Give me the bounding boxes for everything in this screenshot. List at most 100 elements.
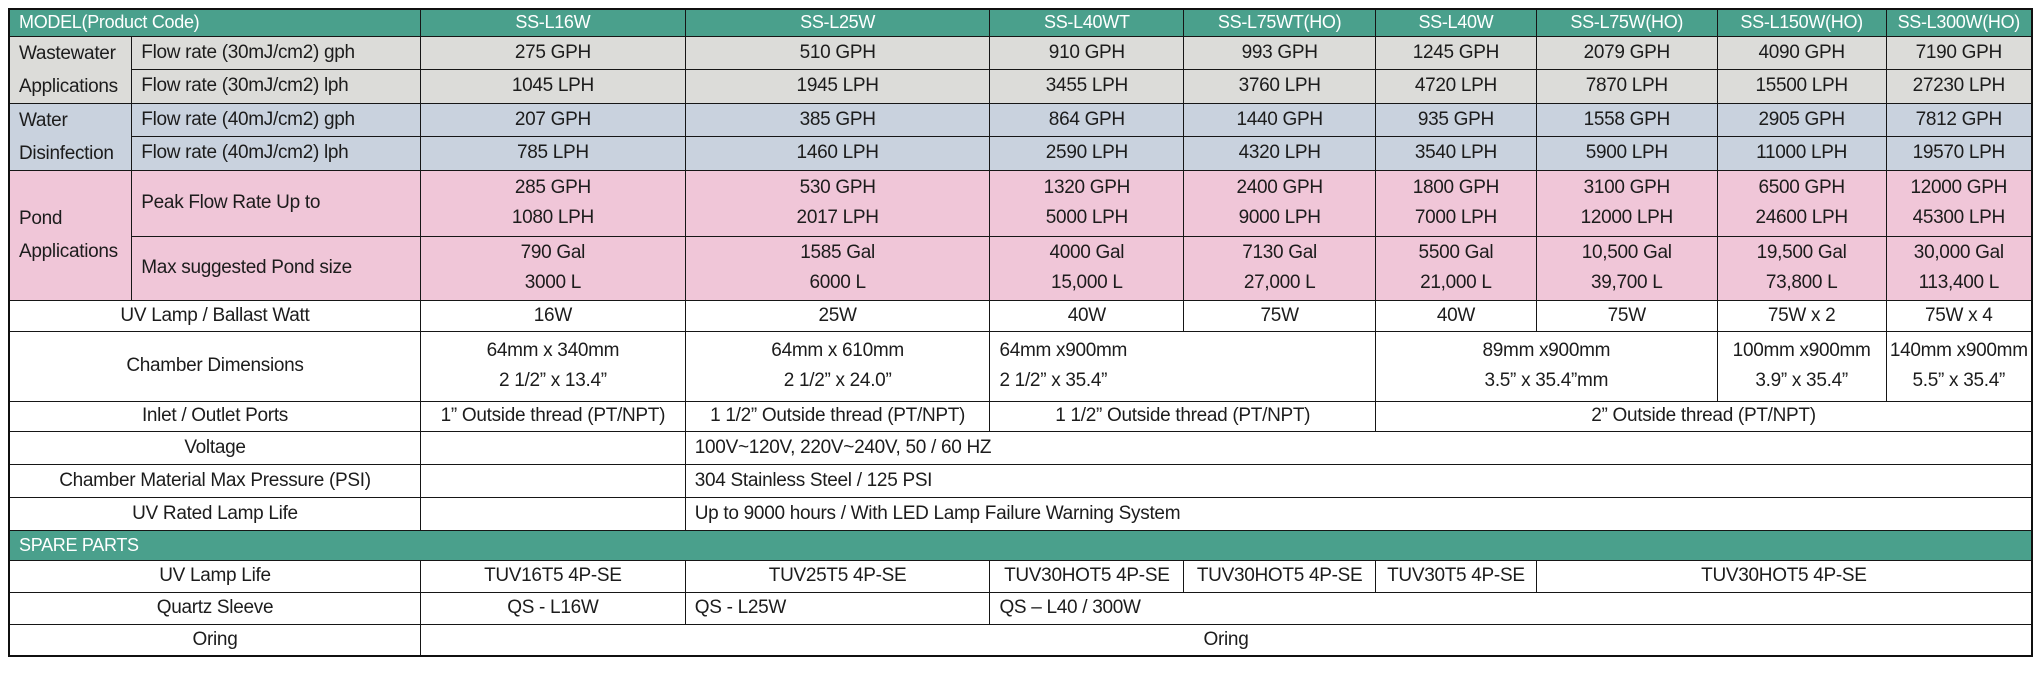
port-cell: 1 1/2” Outside thread (PT/NPT) (684, 400, 991, 432)
peak-flow-cell: 12000 GPH 45300 LPH (1885, 169, 2033, 237)
value-cell: 16W (419, 299, 686, 332)
model-column-header: SS-L75W(HO) (1535, 8, 1718, 37)
pond-size-cell: 10,500 Gal 39,700 L (1535, 235, 1718, 301)
value-cell: 4720 LPH (1375, 69, 1537, 104)
model-column-header: SS-L25W (684, 8, 991, 37)
port-cell: 2” Outside thread (PT/NPT) (1375, 400, 2033, 432)
row-label: Quartz Sleeve (8, 591, 421, 625)
value-cell: 75W (1183, 299, 1376, 332)
port-cell: 1 1/2” Outside thread (PT/NPT) (989, 400, 1376, 432)
lamp-part-cell: TUV30T5 4P-SE (1375, 559, 1537, 593)
peak-flow-cell: 1800 GPH 7000 LPH (1375, 169, 1537, 237)
row-label: Flow rate (40mJ/cm2) gph (131, 102, 421, 137)
row-label: Inlet / Outlet Ports (8, 400, 421, 432)
group-label-line: Disinfection (19, 142, 114, 164)
value-cell: 7870 LPH (1535, 69, 1718, 104)
group-label-line: Wastewater (19, 42, 116, 64)
chamber-dim-cell: 64mm x 340mm 2 1/2” x 13.4” (419, 330, 686, 402)
value-cell: 2079 GPH (1535, 35, 1718, 70)
group-label-line: Applications (19, 75, 118, 97)
value-cell: 75W (1535, 299, 1718, 332)
row-label: UV Lamp / Ballast Watt (8, 299, 421, 332)
value-cell: 5900 LPH (1535, 136, 1718, 171)
chamber-dimensions-row: Chamber Dimensions 64mm x 340mm 2 1/2” x … (8, 330, 2033, 402)
model-header-cell: MODEL(Product Code) (8, 8, 421, 37)
row-label: Voltage (8, 430, 421, 465)
value-cell: 993 GPH (1183, 35, 1376, 70)
peak-flow-cell: 285 GPH 1080 LPH (419, 169, 686, 237)
value-cell: 40W (1375, 299, 1537, 332)
value-cell: 2905 GPH (1716, 102, 1887, 137)
empty-cell (419, 430, 686, 465)
value-cell: 7190 GPH (1885, 35, 2033, 70)
group-label-line: Pond (19, 208, 63, 229)
chamber-dim-cell: 89mm x900mm 3.5” x 35.4”mm (1375, 330, 1718, 402)
value-cell: 935 GPH (1375, 102, 1537, 137)
pond-size-cell: 5500 Gal 21,000 L (1375, 235, 1537, 301)
lamp-part-cell: TUV30HOT5 4P-SE (1535, 559, 2033, 593)
row-label: Flow rate (40mJ/cm2) lph (131, 136, 421, 171)
value-cell: 864 GPH (989, 102, 1185, 137)
row-label: Chamber Material Max Pressure (PSI) (8, 463, 421, 498)
value-cell: 19570 LPH (1885, 136, 2033, 171)
value-cell: 75W x 4 (1885, 299, 2033, 332)
group-label-water-disinfection: Water Disinfection (8, 102, 133, 171)
voltage-row: Voltage 100V~120V, 220V~240V, 50 / 60 HZ (8, 430, 2033, 465)
row-label: Max suggested Pond size (131, 235, 421, 301)
value-cell: 207 GPH (419, 102, 686, 137)
lamp-watt-row: UV Lamp / Ballast Watt 16W 25W 40W 75W 4… (8, 299, 2033, 332)
peak-flow-cell: 6500 GPH 24600 LPH (1716, 169, 1887, 237)
value-cell: 7812 GPH (1885, 102, 2033, 137)
model-column-header: SS-L40WT (989, 8, 1185, 37)
model-column-header: SS-L150W(HO) (1716, 8, 1887, 37)
row-label: UV Lamp Life (8, 559, 421, 593)
oring-row: Oring Oring (8, 623, 2033, 657)
voltage-value: 100V~120V, 220V~240V, 50 / 60 HZ (684, 430, 2033, 465)
group-label-line: Water (19, 109, 68, 131)
spare-parts-section-row: SPARE PARTS (8, 529, 2033, 561)
rated-lamp-life-value: Up to 9000 hours / With LED Lamp Failure… (684, 496, 2033, 531)
value-cell: 1245 GPH (1375, 35, 1537, 70)
value-cell: 11000 LPH (1716, 136, 1887, 171)
row-label: Flow rate (30mJ/cm2) lph (131, 69, 421, 104)
spare-uv-lamp-life-row: UV Lamp Life TUV16T5 4P-SE TUV25T5 4P-SE… (8, 559, 2033, 593)
value-cell: 275 GPH (419, 35, 686, 70)
disinfection-gph-row: Water Disinfection Flow rate (40mJ/cm2) … (8, 102, 2033, 171)
value-cell: 385 GPH (684, 102, 991, 137)
lamp-part-cell: TUV30HOT5 4P-SE (989, 559, 1185, 593)
model-column-header: SS-L75WT(HO) (1183, 8, 1376, 37)
pond-size-cell: 790 Gal 3000 L (419, 235, 686, 301)
pond-size-cell: 7130 Gal 27,000 L (1183, 235, 1376, 301)
chamber-dim-cell: 100mm x900mm 3.9” x 35.4” (1716, 330, 1887, 402)
empty-cell (419, 496, 686, 531)
peak-flow-cell: 3100 GPH 12000 LPH (1535, 169, 1718, 237)
pond-size-row: Max suggested Pond size 790 Gal 3000 L 15… (9, 235, 2033, 301)
value-cell: 2590 LPH (989, 136, 1185, 171)
sleeve-part-cell: QS - L16W (419, 591, 686, 625)
value-cell: 1945 LPH (684, 69, 991, 104)
value-cell: 75W x 2 (1716, 299, 1887, 332)
row-label: UV Rated Lamp Life (8, 496, 421, 531)
sleeve-part-cell: QS - L25W (684, 591, 991, 625)
group-label-wastewater: Wastewater Applications (8, 35, 133, 104)
value-cell: 910 GPH (989, 35, 1185, 70)
material-value: 304 Stainless Steel / 125 PSI (684, 463, 2033, 498)
lamp-part-cell: TUV25T5 4P-SE (684, 559, 991, 593)
disinfection-lph-row: Flow rate (40mJ/cm2) lph 785 LPH 1460 LP… (9, 136, 2033, 171)
value-cell: 27230 LPH (1885, 69, 2033, 104)
model-column-header: SS-L40W (1375, 8, 1537, 37)
pond-size-cell: 19,500 Gal 73,800 L (1716, 235, 1887, 301)
inlet-ports-row: Inlet / Outlet Ports 1” Outside thread (… (8, 400, 2033, 432)
chamber-dim-cell: 140mm x900mm 5.5” x 35.4” (1885, 330, 2033, 402)
pond-peak-row: Pond Applications Peak Flow Rate Up to 2… (8, 169, 2033, 301)
sleeve-part-cell: QS – L40 / 300W (989, 591, 2033, 625)
spec-table: MODEL(Product Code) SS-L16W SS-L25W SS-L… (8, 8, 2033, 657)
value-cell: 25W (684, 299, 991, 332)
row-label: Oring (8, 623, 421, 657)
peak-flow-cell: 2400 GPH 9000 LPH (1183, 169, 1376, 237)
spare-parts-section-header: SPARE PARTS (8, 529, 2033, 561)
lamp-part-cell: TUV30HOT5 4P-SE (1183, 559, 1376, 593)
lamp-part-cell: TUV16T5 4P-SE (419, 559, 686, 593)
value-cell: 510 GPH (684, 35, 991, 70)
value-cell: 4090 GPH (1716, 35, 1887, 70)
